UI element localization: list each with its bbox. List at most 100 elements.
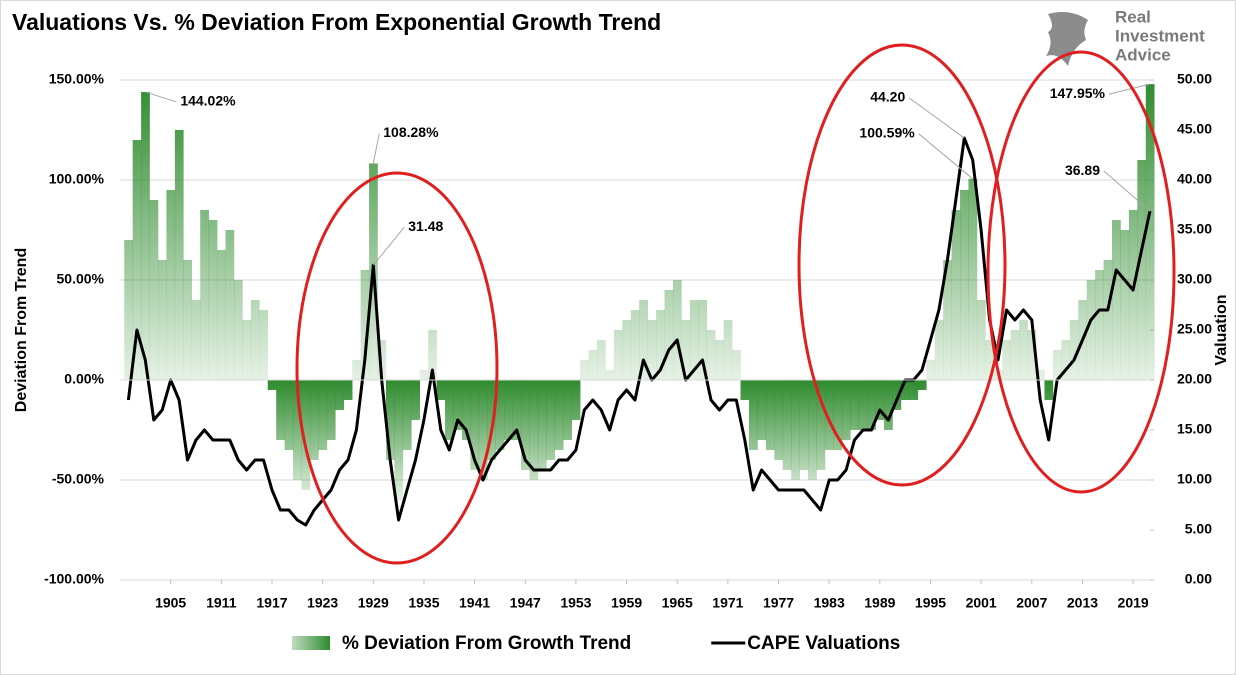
bar <box>521 380 530 470</box>
y2-tick-label: 50.00 <box>1177 71 1212 87</box>
highlight-ellipse <box>295 171 499 565</box>
bar <box>385 380 395 460</box>
bar <box>613 330 623 380</box>
logo-text: Advice <box>1115 45 1171 64</box>
y2-tick-label: 25.00 <box>1177 321 1212 337</box>
bar <box>630 310 640 380</box>
bar <box>698 300 708 380</box>
y-tick-label: -100.00% <box>44 571 104 587</box>
bar <box>926 360 936 380</box>
bar <box>706 330 716 380</box>
bar <box>799 380 809 470</box>
x-tick-label: 2019 <box>1118 595 1149 611</box>
bar <box>284 380 294 450</box>
legend-label: CAPE Valuations <box>747 633 900 654</box>
bar <box>335 380 345 410</box>
bar <box>343 380 353 400</box>
leader-line <box>145 91 177 103</box>
bar <box>858 380 868 430</box>
x-tick-label: 1911 <box>206 595 237 611</box>
bar <box>909 380 919 400</box>
leader-line <box>908 97 965 139</box>
bar <box>875 380 885 420</box>
y2-tick-label: 10.00 <box>1177 471 1212 487</box>
y2-tick-label: 15.00 <box>1177 421 1212 437</box>
x-tick-label: 2007 <box>1016 595 1047 611</box>
bar <box>647 320 657 380</box>
y2-tick-label: 30.00 <box>1177 271 1212 287</box>
bar <box>765 380 775 450</box>
bar <box>900 380 910 400</box>
y2-tick-label: 35.00 <box>1177 221 1212 237</box>
bar <box>884 380 893 430</box>
bar <box>833 380 843 450</box>
x-tick-label: 2001 <box>966 595 997 611</box>
y2-tick-label: 5.00 <box>1185 521 1212 537</box>
y-tick-label: 150.00% <box>49 71 105 87</box>
x-tick-label: 1983 <box>814 595 845 611</box>
bar <box>791 380 800 480</box>
bar <box>377 340 387 380</box>
bar <box>267 380 277 390</box>
bar <box>985 340 995 380</box>
bar <box>571 380 581 420</box>
data-label: 100.59% <box>859 125 915 141</box>
bar <box>976 300 986 380</box>
bar <box>597 340 606 380</box>
bar <box>276 380 285 440</box>
bar <box>174 130 184 380</box>
bar <box>191 300 201 380</box>
bar <box>774 380 784 460</box>
plot-area: -100.00% -50.00% 0.00% 50.00% 100.00% 150.00%… <box>44 71 1212 611</box>
x-tick-label: 1929 <box>358 595 389 611</box>
bar <box>208 220 218 380</box>
bar <box>149 200 159 380</box>
bar <box>537 380 547 470</box>
bar <box>546 380 556 460</box>
bar <box>1052 350 1062 380</box>
logo-text: Investment <box>1115 26 1205 45</box>
bar <box>529 380 539 480</box>
bar <box>824 380 834 450</box>
bar <box>1120 230 1130 380</box>
bar <box>1027 330 1037 380</box>
bar <box>960 190 969 380</box>
bar <box>934 320 944 380</box>
bar <box>166 190 176 380</box>
bar <box>1086 280 1096 380</box>
leader-line <box>918 133 974 180</box>
bar <box>1036 370 1045 380</box>
bar <box>656 310 665 380</box>
bar <box>588 350 598 380</box>
bar <box>225 230 235 380</box>
legend-label: % Deviation From Growth Trend <box>342 633 631 654</box>
bar <box>1002 340 1011 380</box>
bar <box>1137 160 1147 380</box>
bar <box>293 380 302 480</box>
bar <box>757 380 767 440</box>
data-label: 147.95% <box>1050 85 1106 101</box>
bar <box>689 300 699 380</box>
y2-axis-title: Valuation <box>1213 294 1230 365</box>
chart-title: Valuations Vs. % Deviation From Exponent… <box>12 9 661 35</box>
bar <box>487 380 496 460</box>
y-tick-label: 50.00% <box>57 271 105 287</box>
x-tick-label: 2013 <box>1067 595 1098 611</box>
bar <box>1019 320 1028 380</box>
bar <box>732 350 741 380</box>
leader-line <box>372 133 380 164</box>
bar <box>850 380 860 430</box>
data-label: 144.02% <box>180 93 236 109</box>
bar <box>841 380 851 440</box>
bar <box>681 320 691 380</box>
x-tick-label: 1965 <box>662 595 693 611</box>
bar <box>504 380 513 440</box>
highlight-ellipse <box>986 50 1176 494</box>
bar <box>132 140 142 380</box>
y-tick-label: -50.00% <box>52 471 105 487</box>
bar <box>419 370 429 380</box>
bar <box>461 380 471 440</box>
data-label: 44.20 <box>870 89 905 105</box>
y-tick-label: 0.00% <box>64 371 104 387</box>
bar <box>1112 220 1121 380</box>
